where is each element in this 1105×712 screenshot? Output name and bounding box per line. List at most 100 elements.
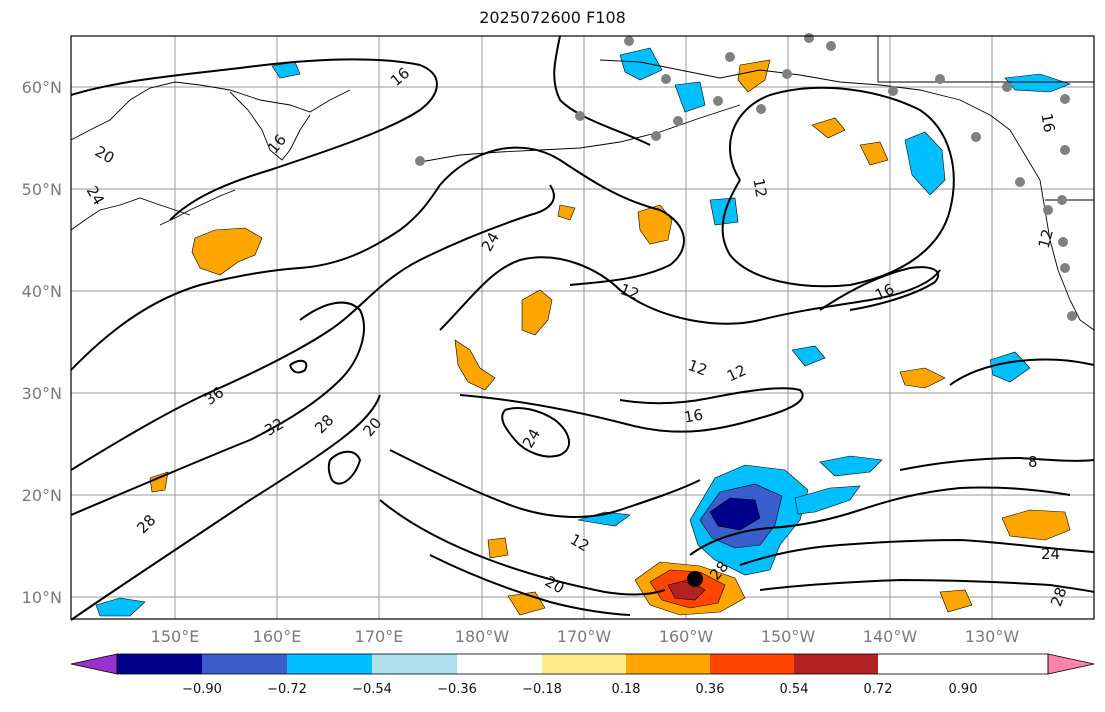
latitude-labels: 60°N 50°N 40°N 30°N 20°N 10°N — [22, 78, 62, 607]
contour-line — [501, 407, 570, 458]
contour-line — [70, 58, 438, 221]
colorbar-tick-label: 0.36 — [696, 682, 725, 697]
shade-positive-patch — [811, 117, 846, 139]
station-dot — [971, 132, 981, 142]
station-dot — [756, 104, 766, 114]
contour-line — [439, 256, 941, 331]
contour-line — [721, 86, 955, 288]
contour-line — [689, 486, 1071, 556]
colorbar-segment — [542, 654, 626, 674]
colorbar-arrow-left — [70, 653, 118, 675]
station-dot — [1058, 237, 1068, 247]
station-dot — [1002, 82, 1012, 92]
contour-label: 8 — [1028, 453, 1038, 471]
shade-negative-patch — [791, 345, 826, 367]
coastline-asia — [70, 81, 351, 141]
lat-label: 40°N — [22, 282, 62, 301]
lon-label: 160°W — [659, 627, 714, 646]
shade-negative-patch — [1004, 73, 1071, 93]
lon-label: 160°E — [253, 627, 302, 646]
contour-line — [389, 449, 701, 518]
shade-negative-patch — [989, 351, 1031, 383]
contour-label: 28 — [1047, 585, 1070, 609]
shade-positive-patch — [637, 204, 673, 245]
coastline-kuril-islands — [159, 189, 236, 226]
colorbar-frame — [116, 653, 1049, 675]
station-dot — [1043, 205, 1053, 215]
coastline-aleutian-chain — [419, 104, 741, 163]
lon-label: 170°E — [355, 627, 404, 646]
colorbar-segment — [457, 654, 542, 674]
shade-positive-patch — [899, 367, 946, 389]
border-line — [877, 36, 1094, 83]
chart-title: 2025072600 F108 — [479, 8, 626, 27]
colorbar-tick-label: −0.36 — [437, 682, 477, 697]
station-dot — [1060, 145, 1070, 155]
station-dot — [624, 36, 634, 46]
lat-label: 50°N — [22, 180, 62, 199]
lat-label: 10°N — [22, 588, 62, 607]
contour-line — [70, 301, 365, 516]
lat-label: 60°N — [22, 78, 62, 97]
contour-line — [759, 578, 1095, 593]
station-dot — [935, 74, 945, 84]
contour-lines — [70, 35, 1095, 621]
shade-positive-patch — [454, 339, 496, 391]
shade-positive-patch — [149, 471, 169, 493]
station-dot — [888, 86, 898, 96]
contour-line — [70, 394, 381, 621]
shade-negative-patch — [904, 131, 946, 196]
colorbar-tick-label: 0.90 — [949, 682, 978, 697]
station-dot — [661, 74, 671, 84]
shade-negative-core — [794, 485, 861, 515]
colorbar-tick-label: 0.72 — [864, 682, 893, 697]
shade-negative-patch — [619, 47, 663, 81]
contour-label: 12 — [1035, 227, 1057, 250]
contour-label: 16 — [683, 406, 705, 427]
shade-positive-patch — [487, 537, 509, 559]
station-dot — [725, 52, 735, 62]
station-dot — [1067, 311, 1077, 321]
contour-line — [459, 387, 804, 433]
lat-label: 30°N — [22, 384, 62, 403]
contour-line — [70, 184, 555, 471]
contour-line — [949, 358, 1095, 386]
shade-positive-patch — [1001, 509, 1071, 541]
station-dot — [1060, 263, 1070, 273]
colorbar-segment — [117, 654, 202, 674]
contour-line — [327, 450, 362, 485]
colorbar-tick-label: −0.54 — [352, 682, 392, 697]
shade-negative-patch — [709, 197, 739, 226]
colorbar-segment — [626, 654, 710, 674]
colorbar-tick-label: −0.72 — [267, 682, 307, 697]
lat-label: 20°N — [22, 486, 62, 505]
shade-negative-patch — [674, 81, 706, 113]
contour-line — [899, 456, 1095, 471]
station-dot — [415, 156, 425, 166]
contour-label: 12 — [749, 177, 770, 199]
lon-label: 150°W — [761, 627, 816, 646]
colorbar-segment — [794, 654, 878, 674]
station-dot — [651, 131, 661, 141]
station-dot — [713, 96, 723, 106]
shade-negative-core — [709, 497, 761, 531]
longitude-labels: 150°E 160°E 170°E 180°W 170°W 160°W 150°… — [151, 627, 1020, 646]
contour-line — [739, 538, 1095, 566]
contour-line — [553, 35, 651, 146]
shade-positive-patch — [859, 141, 889, 166]
station-dot — [826, 41, 836, 51]
colorbar-segment — [287, 654, 372, 674]
contour-label: 16 — [1037, 112, 1058, 134]
coastline-kamchatka — [229, 91, 311, 161]
colorbar-arrow-right — [1047, 653, 1095, 675]
station-dot — [673, 116, 683, 126]
map-background — [71, 36, 1094, 619]
contour-label: 12 — [618, 280, 642, 303]
contour-label: 12 — [686, 356, 710, 379]
station-dot — [1060, 94, 1070, 104]
storm-center-marker — [687, 571, 703, 587]
colorbar-segment — [202, 654, 287, 674]
contour-line — [70, 146, 685, 371]
contour-label: 24 — [1041, 545, 1060, 563]
shade-positive-patch — [737, 59, 771, 93]
